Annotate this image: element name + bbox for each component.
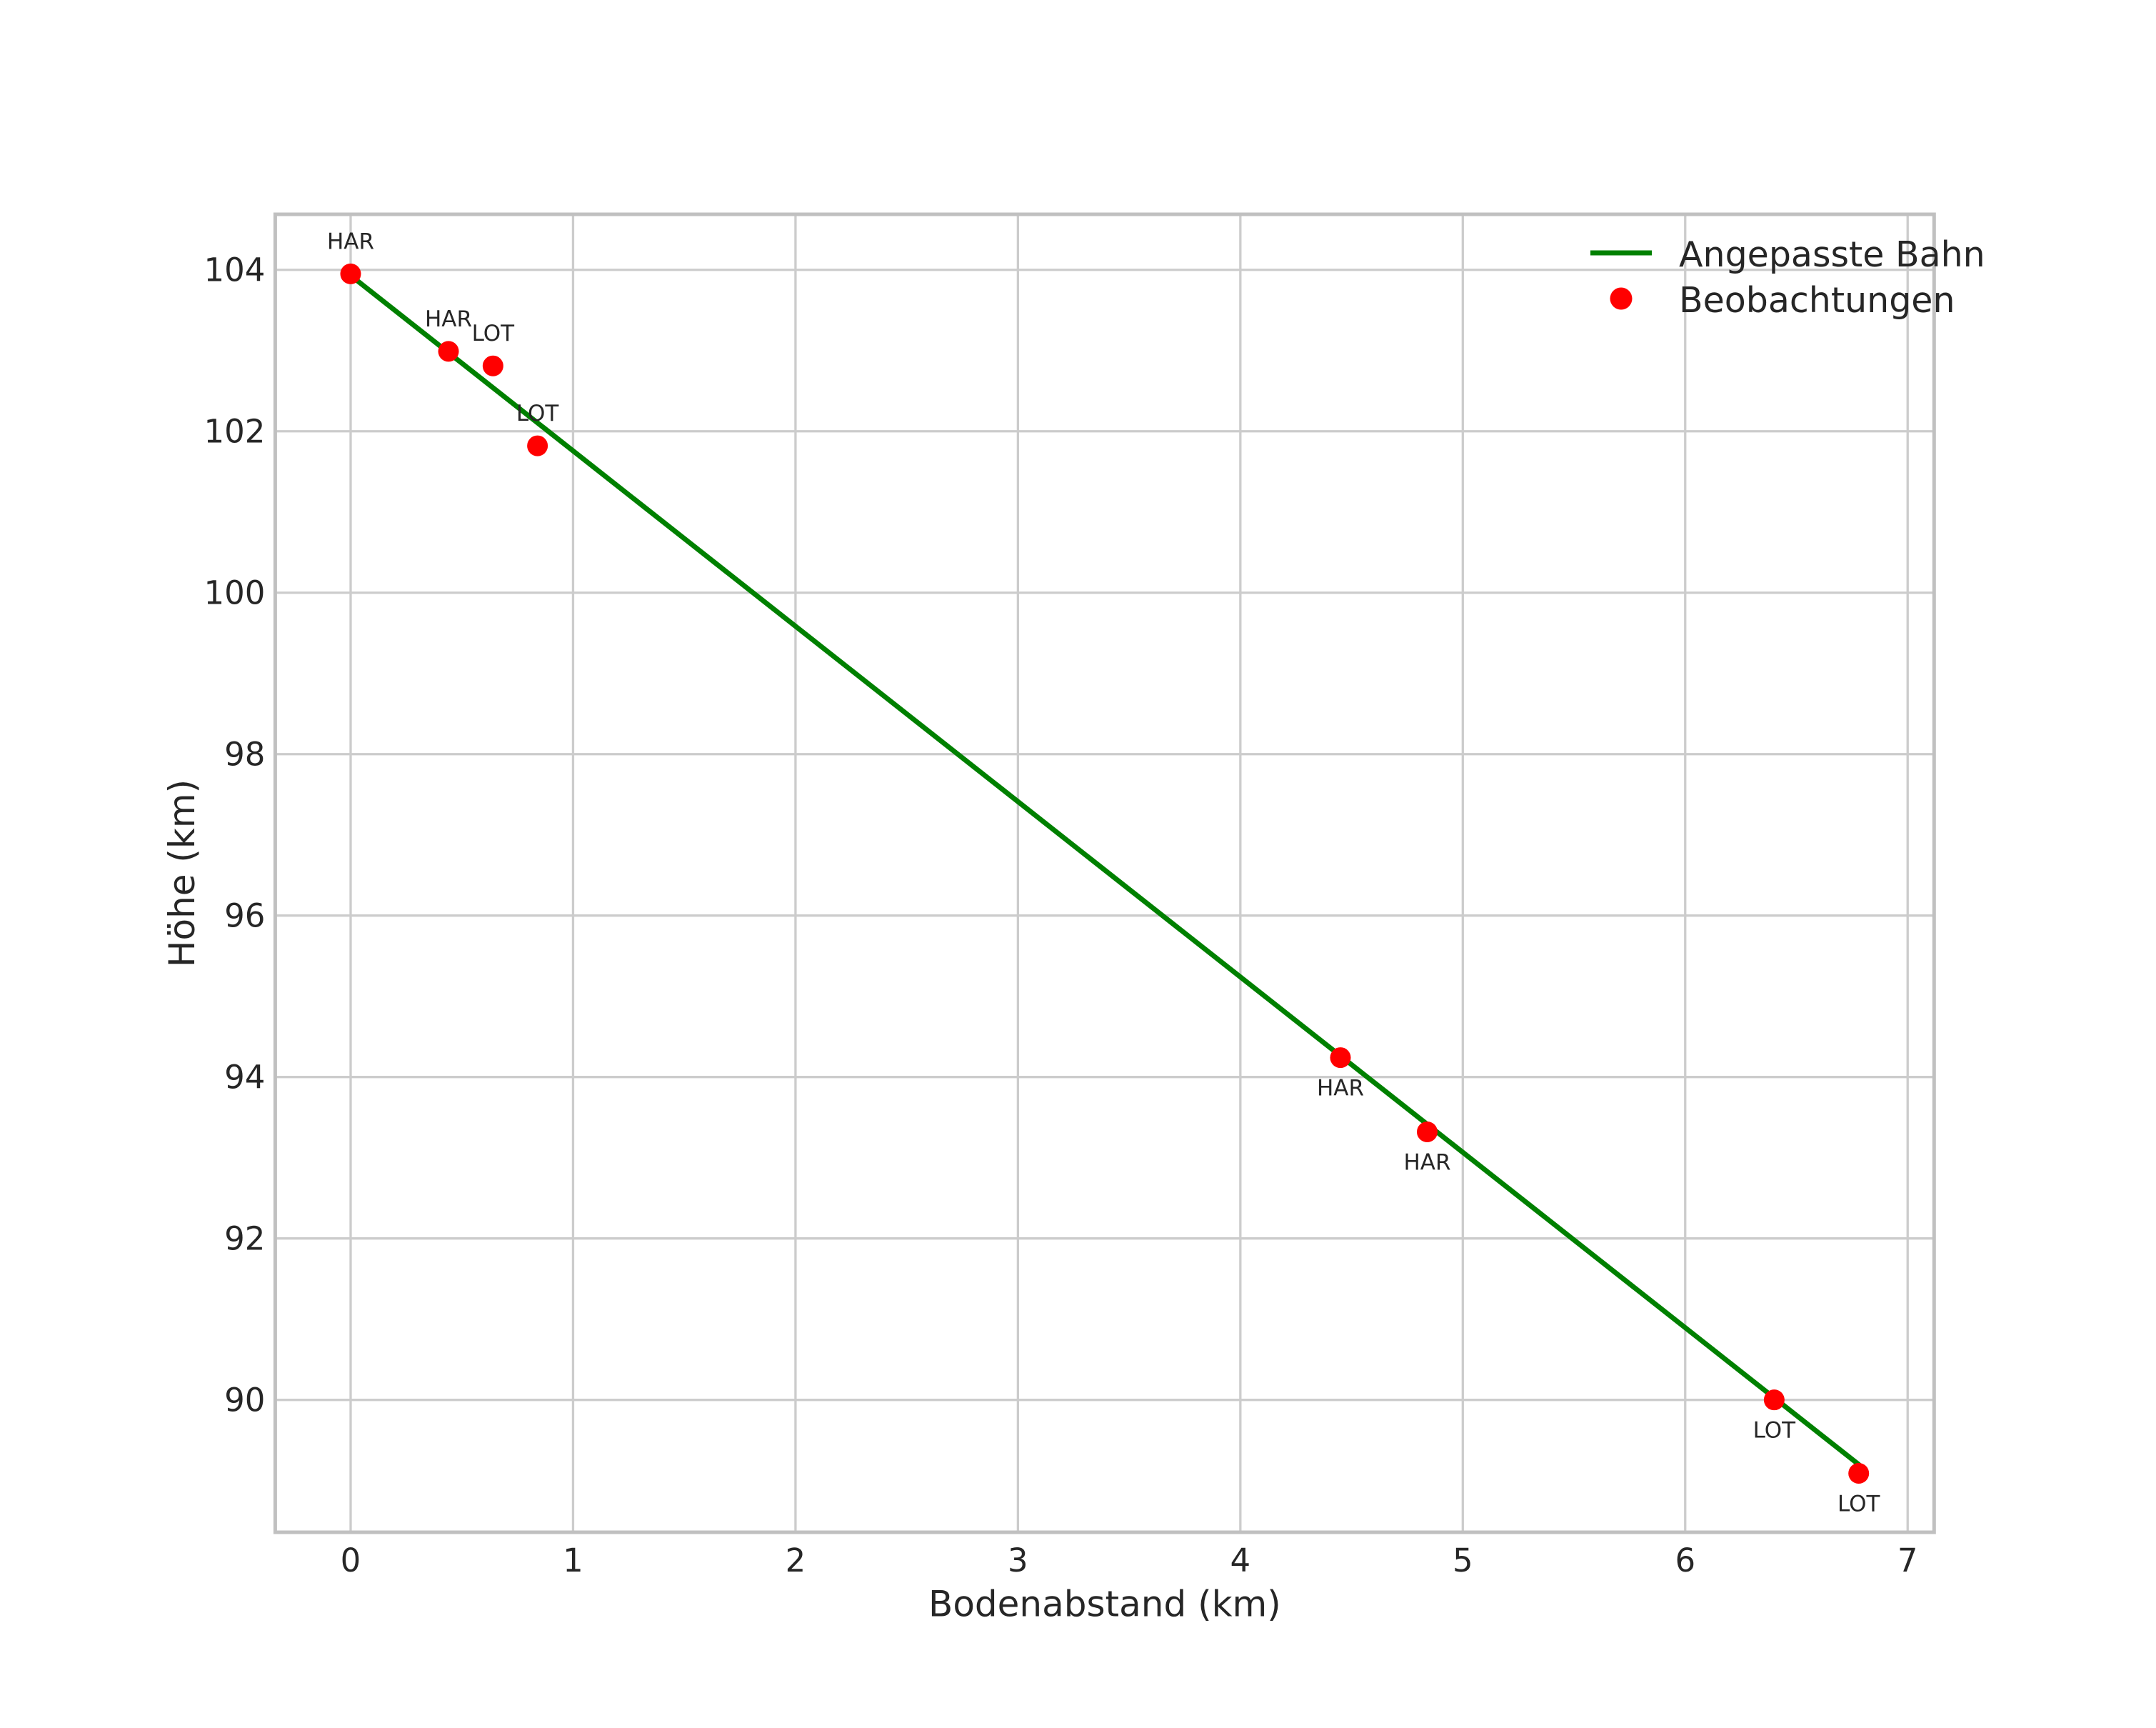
point-label-5: HAR xyxy=(1403,1150,1450,1176)
data-point-0 xyxy=(340,263,361,284)
y-tick-label-96: 96 xyxy=(224,897,265,935)
point-label-2: LOT xyxy=(472,321,516,346)
point-label-1: HAR xyxy=(425,306,472,332)
y-tick-label-102: 102 xyxy=(204,413,265,451)
spine-layer xyxy=(273,212,1936,1534)
x-tick-label-1: 1 xyxy=(563,1542,583,1579)
x-tick-label-6: 6 xyxy=(1675,1542,1695,1579)
data-point-3 xyxy=(527,435,548,456)
y-tick-label-98: 98 xyxy=(224,736,265,774)
y-tick-label-104: 104 xyxy=(204,251,265,289)
y-tick-label-100: 100 xyxy=(204,574,265,612)
legend-label-observations: Beobachtungen xyxy=(1679,280,1955,321)
point-label-7: LOT xyxy=(1837,1492,1881,1517)
legend-marker-swatch xyxy=(1610,287,1633,310)
x-tick-label-0: 0 xyxy=(341,1542,361,1579)
y-tick-label-92: 92 xyxy=(224,1220,265,1258)
x-tick-label-5: 5 xyxy=(1453,1542,1473,1579)
data-point-4 xyxy=(1330,1047,1351,1069)
point-label-3: LOT xyxy=(516,401,560,426)
grid-layer xyxy=(275,214,1935,1532)
data-point-6 xyxy=(1763,1389,1785,1411)
point-label-0: HAR xyxy=(327,229,374,254)
data-point-1 xyxy=(438,341,459,362)
point-label-6: LOT xyxy=(1753,1418,1797,1444)
plot-border xyxy=(273,212,1936,1534)
legend: Angepasste Bahn Beobachtungen xyxy=(1590,234,1985,321)
x-axis-label: Bodenabstand (km) xyxy=(928,1584,1281,1625)
data-point-7 xyxy=(1848,1463,1870,1484)
y-tick-label-90: 90 xyxy=(224,1382,265,1419)
y-tick-label-94: 94 xyxy=(224,1059,265,1097)
point-label-4: HAR xyxy=(1317,1076,1364,1102)
tick-layer: 0 1 2 3 4 5 6 7 90 92 94 96 98 100 102 104 xyxy=(204,251,1917,1579)
legend-label-fitted-line: Angepasste Bahn xyxy=(1679,234,1985,275)
x-tick-label-4: 4 xyxy=(1230,1542,1251,1579)
fitted-line xyxy=(348,273,1862,1467)
data-point-5 xyxy=(1416,1122,1438,1143)
x-tick-label-2: 2 xyxy=(786,1542,806,1579)
data-point-2 xyxy=(482,355,503,376)
x-tick-label-3: 3 xyxy=(1008,1542,1028,1579)
x-tick-label-7: 7 xyxy=(1897,1542,1918,1579)
y-axis-label: Höhe (km) xyxy=(161,779,203,967)
